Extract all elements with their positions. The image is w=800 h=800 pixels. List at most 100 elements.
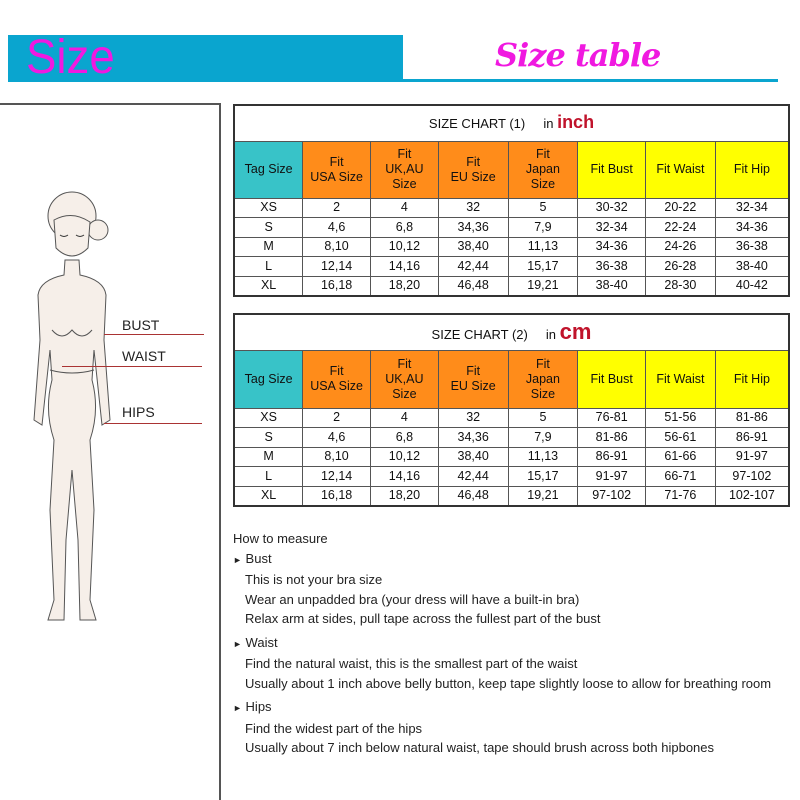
table-cell: XL [233,275,304,297]
table-cell: 32-34 [714,197,790,219]
table-cell: 91-97 [714,446,790,468]
unit-label: cm [559,319,592,345]
table-cell: XS [233,197,304,219]
table-cell: 16,18 [302,275,371,297]
column-header: Fit Bust [577,349,647,409]
bust-pointer-line [104,334,204,335]
table-cell: 56-61 [645,427,716,448]
table-cell: 91-97 [577,466,647,487]
table-cell: 34,36 [437,427,509,448]
table-cell: 18,20 [369,275,439,297]
bust-label: BUST [122,317,160,333]
column-header-line: Size [392,177,417,191]
figure-panel-top-border [0,103,221,105]
table-row: XL 16,18 18,20 46,48 19,21 97-102 71-76 102-107 [233,485,790,507]
table-row: S 4,6 6,8 34,36 7,9 81-86 56-61 86-91 [233,427,790,448]
measure-section-heading: ► Waist [233,633,771,655]
column-header-line: Fit [397,356,412,371]
table-cell: 51-56 [645,407,716,429]
table-row: L 12,14 14,16 42,44 15,17 91-97 66-71 97-102 [233,466,790,487]
triangle-bullet-icon: ► [233,703,242,713]
column-header-line: Fit [329,154,344,169]
table-cell: XL [233,485,304,507]
header-bar [8,35,403,82]
measure-instruction: Usually about 1 inch above belly button,… [245,675,772,691]
table-cell: 66-71 [645,466,716,487]
table-cell: 15,17 [507,256,579,277]
column-header: Tag Size [233,140,304,199]
table-cell: 11,13 [507,446,579,468]
table-cell: 38,40 [437,446,509,468]
column-header: Fit UK,AU Size [369,140,439,199]
how-to-title: How to measure [233,531,328,546]
size-chart-cm: SIZE CHART (2) in cm Tag Size Fit USA Size F… [233,313,790,507]
table-cell: 40-42 [714,275,790,297]
table-cell: 7,9 [507,427,579,448]
table-cell: 19,21 [507,275,579,297]
column-header-line: Japan [525,162,560,176]
table-row: XS 2 4 32 5 30-32 20-22 32-34 [233,197,790,219]
table-cell: 16,18 [302,485,371,507]
table-cell: 42,44 [437,466,509,487]
column-header-line: Fit Hip [733,371,770,386]
measure-section-title: Waist [245,634,278,650]
column-header-line: Fit Bust [590,371,633,386]
table-cell: 76-81 [577,407,647,429]
column-header: Fit Waist [645,140,716,199]
table-cell: 86-91 [577,446,647,468]
hips-label: HIPS [122,404,155,420]
table-cell: 8,10 [302,446,371,468]
column-header: Fit EU Size [437,349,509,409]
table-cell: 4,6 [302,427,371,448]
column-header-line: Size [530,386,556,401]
table-cell: 34-36 [577,236,647,258]
table-cell: 71-76 [645,485,716,507]
column-header-line: Fit [466,364,481,378]
body-figure-illustration [33,191,111,621]
table-cell: 30-32 [577,197,647,219]
table-cell: 2 [302,197,371,219]
column-header-line: Tag Size [244,162,293,176]
table-cell: 14,16 [369,466,439,487]
column-header-line: Fit [397,147,412,161]
unit-prefix: in [545,327,557,343]
column-header: Fit Hip [714,349,790,409]
table-cell: S [233,217,304,238]
table-cell: 38,40 [437,236,509,258]
measure-section-heading: ► Hips [233,697,771,719]
table-cell: 11,13 [507,236,579,258]
column-header-line: Japan [525,371,560,386]
table-cell: 38-40 [714,256,790,277]
table-cell: 81-86 [714,407,790,429]
table-row: XL 16,18 18,20 46,48 19,21 38-40 28-30 40-42 [233,275,790,297]
column-header-line: Fit [535,356,550,371]
column-header-line: Tag Size [244,371,293,386]
chart-title-cell: SIZE CHART (1) in inch [233,104,790,142]
table-cell: 81-86 [577,427,647,448]
column-header-line: Fit Waist [656,371,705,386]
column-header-line: Fit Waist [656,162,705,176]
column-header-line: EU Size [450,379,496,393]
column-header-line: Fit Hip [733,162,770,176]
table-cell: 10,12 [369,236,439,258]
column-header: Fit USA Size [302,349,371,409]
waist-label: WAIST [122,348,166,364]
table-cell: 26-28 [645,256,716,277]
measure-section-heading: ► Bust [233,549,771,571]
table-row: M 8,10 10,12 38,40 11,13 86-91 61-66 91-97 [233,446,790,468]
table-cell: 36-38 [577,256,647,277]
chart-title-cell: SIZE CHART (2) in cm [233,313,790,351]
column-header-line: EU Size [450,169,496,184]
column-header-line: Fit [466,154,481,169]
table-cell: 28-30 [645,275,716,297]
column-header: Fit Hip [714,140,790,199]
table-cell: 38-40 [577,275,647,297]
triangle-bullet-icon: ► [233,554,242,565]
table-cell: M [233,236,304,258]
column-header: Fit Japan Size [507,349,579,409]
chart-title: SIZE CHART (1) [428,116,526,132]
table-cell: 8,10 [302,236,371,258]
table-cell: 6,8 [369,427,439,448]
triangle-bullet-icon: ► [233,638,242,649]
table-cell: 4 [369,197,439,219]
